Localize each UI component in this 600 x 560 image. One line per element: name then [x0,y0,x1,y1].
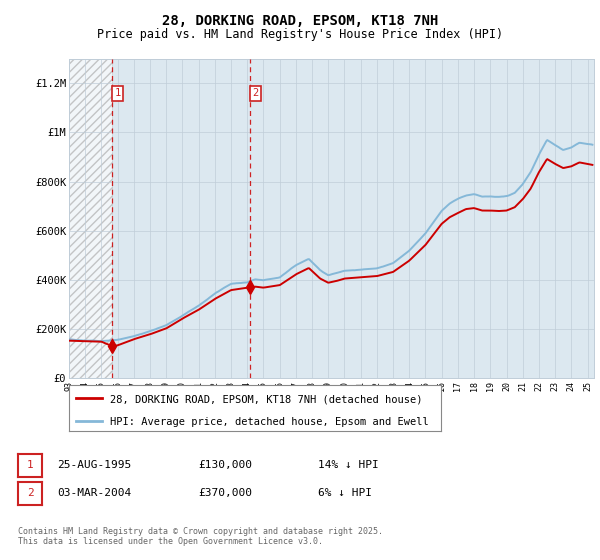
Text: 28, DORKING ROAD, EPSOM, KT18 7NH (detached house): 28, DORKING ROAD, EPSOM, KT18 7NH (detac… [110,394,422,404]
Text: 03-MAR-2004: 03-MAR-2004 [57,488,131,498]
Text: 6% ↓ HPI: 6% ↓ HPI [318,488,372,498]
Text: Contains HM Land Registry data © Crown copyright and database right 2025.
This d: Contains HM Land Registry data © Crown c… [18,527,383,546]
Text: £370,000: £370,000 [198,488,252,498]
Text: 25-AUG-1995: 25-AUG-1995 [57,460,131,470]
Text: 2: 2 [26,488,34,498]
Text: 2: 2 [253,88,259,98]
Text: 1: 1 [26,460,34,470]
Text: £130,000: £130,000 [198,460,252,470]
Bar [69,59,112,378]
Text: HPI: Average price, detached house, Epsom and Ewell: HPI: Average price, detached house, Epso… [110,417,428,427]
Text: 28, DORKING ROAD, EPSOM, KT18 7NH: 28, DORKING ROAD, EPSOM, KT18 7NH [162,14,438,28]
Text: 1: 1 [115,88,121,98]
Text: 14% ↓ HPI: 14% ↓ HPI [318,460,379,470]
Text: Price paid vs. HM Land Registry's House Price Index (HPI): Price paid vs. HM Land Registry's House … [97,28,503,41]
